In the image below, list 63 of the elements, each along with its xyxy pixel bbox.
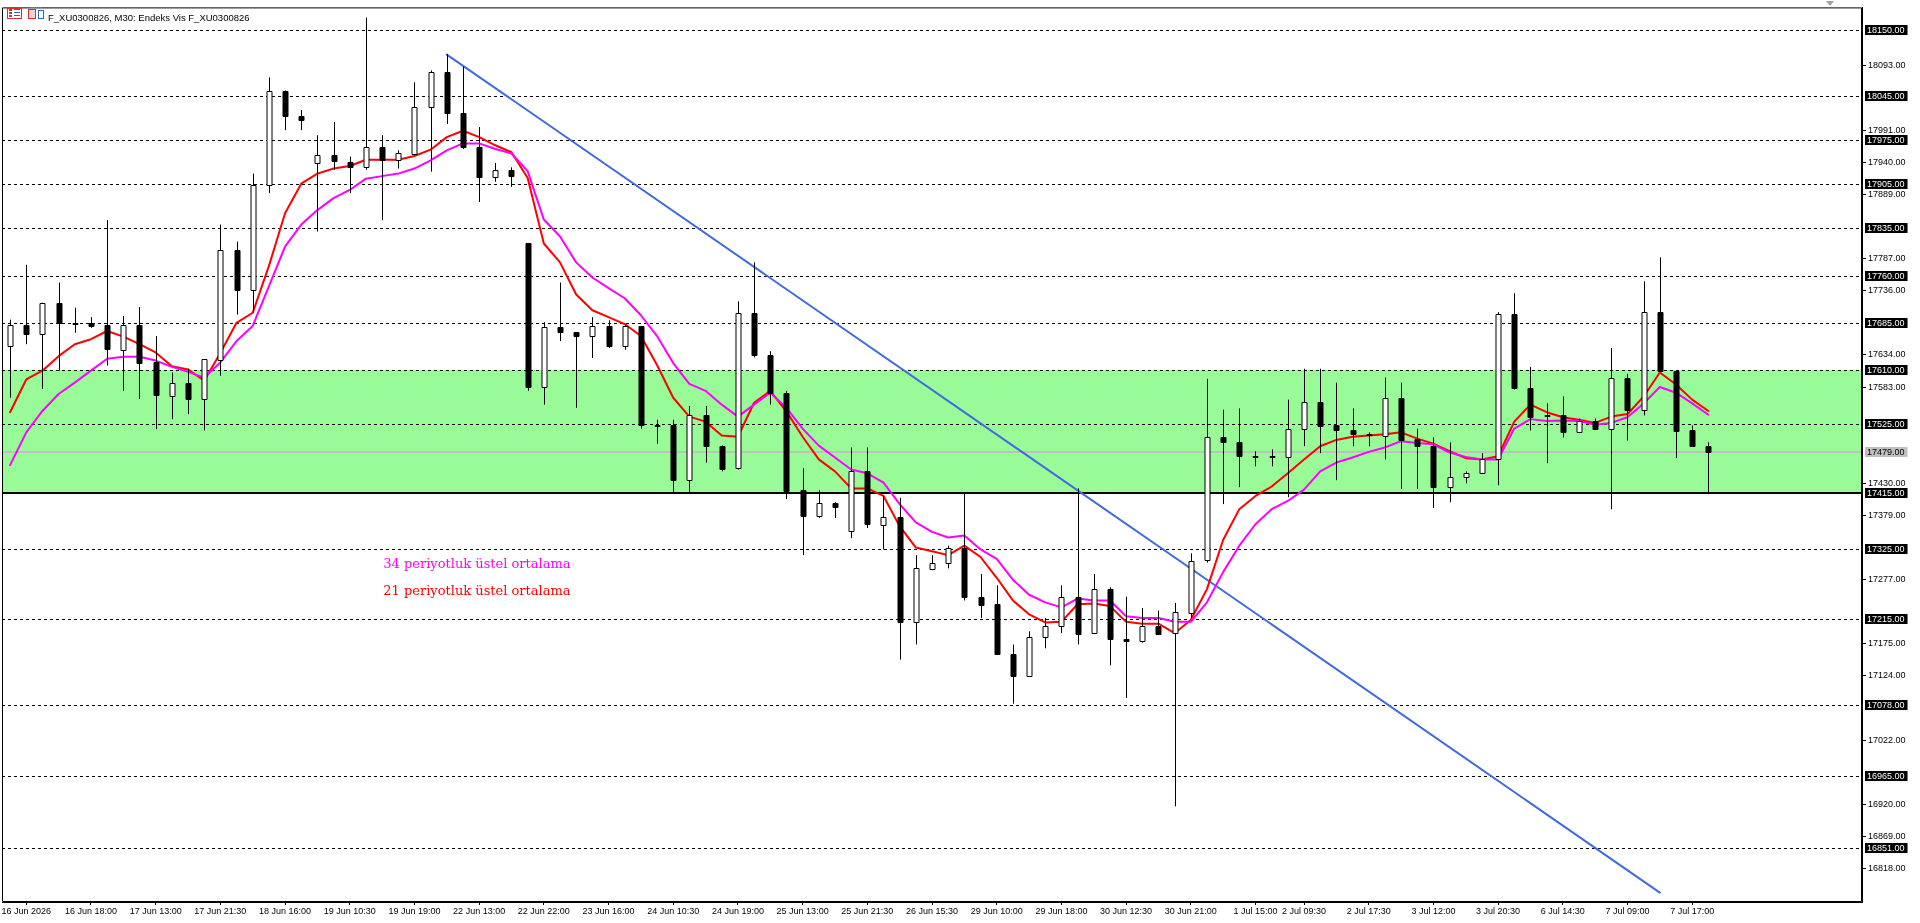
ref-line-label: 17975.00 [1867,134,1905,145]
x-tick-label: 26 Jun 15:30 [905,905,959,916]
y-tick-label: 17634.00 [1868,349,1906,360]
ref-line-label: 17685.00 [1867,317,1905,328]
x-tick-label: 3 Jul 20:30 [1476,905,1521,916]
x-tick-label: 22 Jun 13:00 [453,905,506,916]
y-tick-label: 17430.00 [1868,477,1906,488]
ref-line-label: 18045.00 [1867,90,1905,101]
y-tick-label: 17940.00 [1868,156,1906,167]
ref-line-label: 17415.00 [1867,487,1905,498]
y-tick-label: 16920.00 [1868,798,1906,809]
x-tick-label: 17 Jun 13:00 [129,905,182,916]
x-tick-label: 17 Jun 21:30 [194,905,247,916]
x-tick-label: 24 Jun 10:30 [647,905,700,916]
x-tick-label: 16 Jun 18:00 [64,905,117,916]
ref-line-label: 18150.00 [1867,24,1905,35]
ref-line-label: 17760.00 [1867,270,1905,281]
ref-line-label: 17325.00 [1867,543,1905,554]
x-tick-label: 19 Jun 10:30 [323,905,376,916]
y-tick-label: 17889.00 [1868,188,1906,199]
x-tick-label: 19 Jun 19:00 [388,905,441,916]
y-tick-label: 18093.00 [1868,60,1906,71]
y-tick-label: 17379.00 [1868,509,1906,520]
x-tick-label: 1 Jul 15:00 [1233,905,1278,916]
y-tick-label: 17175.00 [1868,638,1906,649]
x-tick-label: 29 Jun 18:00 [1035,905,1088,916]
ref-line-label: 17479.00 [1867,446,1905,457]
x-tick-label: 3 Jul 12:00 [1411,905,1456,916]
y-tick-label: 16818.00 [1868,863,1906,874]
x-tick-label: 16 Jun 2026 [1,905,52,916]
ref-line-label: 17525.00 [1867,418,1905,429]
ref-line-label: 17610.00 [1867,364,1905,375]
ref-line-label: 17078.00 [1867,699,1905,710]
x-tick-label: 2 Jul 17:30 [1346,905,1391,916]
x-tick-label: 30 Jun 21:00 [1164,905,1217,916]
y-tick-label: 17991.00 [1868,124,1906,135]
y-tick-label: 17277.00 [1868,574,1906,585]
ref-line-label: 17835.00 [1867,222,1905,233]
text: 34 periyotluk üstel ortalama [383,556,571,572]
x-tick-label: 24 Jun 19:00 [711,905,764,916]
x-tick-label: 7 Jul 09:00 [1605,905,1650,916]
y-tick-label: 17124.00 [1868,670,1906,681]
y-tick-label: 17583.00 [1868,381,1906,392]
text: 21 periyotluk üstel ortalama [383,583,571,599]
x-tick-label: 18 Jun 16:00 [259,905,312,916]
x-tick-label: 25 Jun 13:00 [776,905,829,916]
ref-line-label: 16965.00 [1867,770,1905,781]
ref-line-label: 17215.00 [1867,613,1905,624]
x-tick-label: 25 Jun 21:30 [841,905,894,916]
x-tick-label: 22 Jun 22:00 [517,905,570,916]
x-tick-label: 2 Jul 09:30 [1281,905,1327,916]
x-tick-label: 23 Jun 16:00 [582,905,635,916]
y-tick-label: 17022.00 [1868,734,1906,745]
ref-line-label: 16851.00 [1867,842,1905,853]
text: F_XU0300826, M30: Endeks Vis F_XU0300826 [48,11,250,23]
y-tick-label: 16869.00 [1868,831,1906,842]
x-tick-label: 30 Jun 12:30 [1100,905,1153,916]
x-tick-label: 6 Jul 14:30 [1540,905,1585,916]
y-tick-label: 17787.00 [1868,253,1906,264]
y-tick-label: 17736.00 [1868,285,1906,296]
x-tick-label: 29 Jun 10:00 [970,905,1023,916]
ref-line-label: 17905.00 [1867,178,1905,189]
x-tick-label: 7 Jul 17:00 [1670,905,1715,916]
